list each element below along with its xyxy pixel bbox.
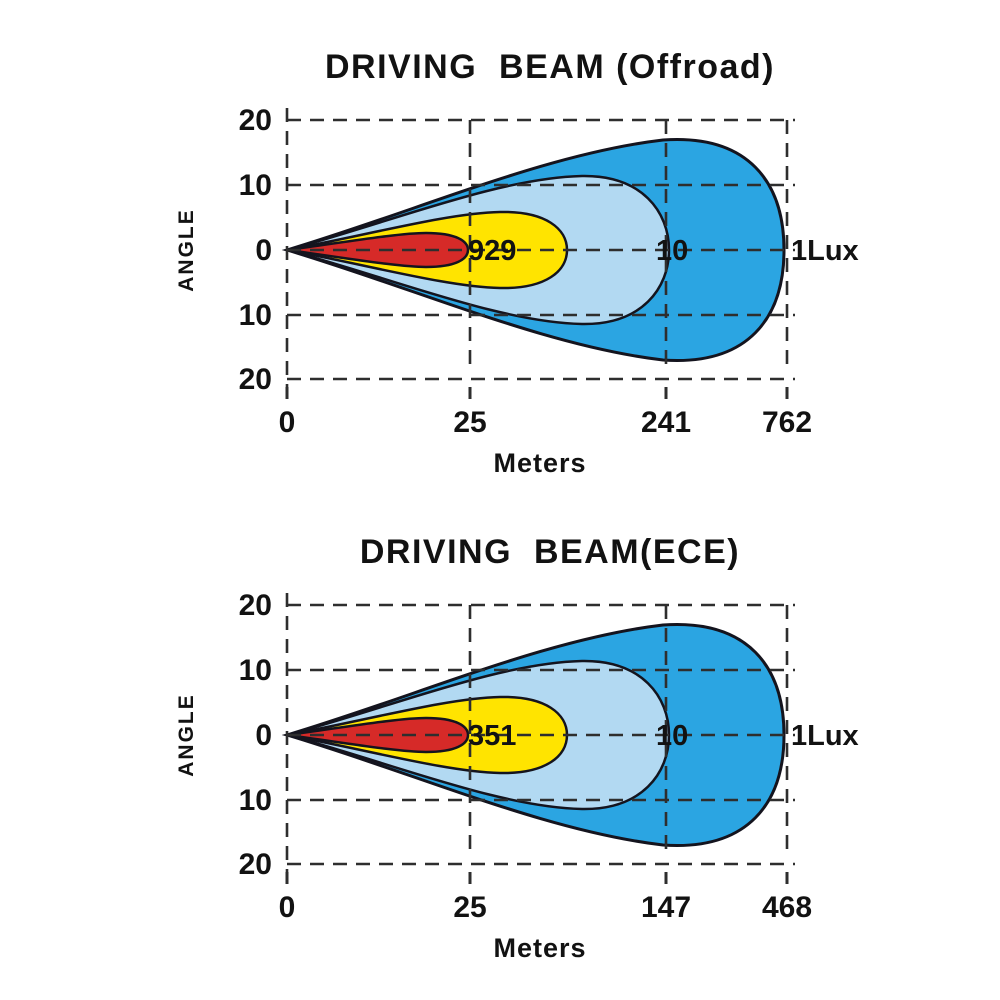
x-axis-label: Meters bbox=[493, 933, 586, 963]
grid bbox=[285, 593, 795, 884]
ytick-minus20: 20 bbox=[239, 363, 272, 396]
xtick-468: 468 bbox=[762, 891, 812, 924]
grid bbox=[285, 108, 795, 399]
x-axis-label: Meters bbox=[493, 448, 586, 478]
ytick-plus20: 20 bbox=[239, 104, 272, 137]
xtick-0: 0 bbox=[279, 891, 296, 924]
chart-offroad: DRIVING BEAM (Offroad) 929 10 bbox=[175, 48, 859, 478]
xtick-0: 0 bbox=[279, 406, 296, 439]
zone-label-yellow: 929 bbox=[468, 235, 516, 267]
chart-title: DRIVING BEAM (Offroad) bbox=[325, 48, 775, 86]
chart-ece: DRIVING BEAM(ECE) 351 10 1Lux bbox=[175, 533, 859, 963]
zone-label-yellow: 351 bbox=[468, 720, 516, 752]
zone-label-10lux: 10 bbox=[656, 720, 688, 752]
xtick-147: 147 bbox=[641, 891, 691, 924]
ytick-zero: 0 bbox=[255, 719, 272, 752]
y-axis-label: ANGLE bbox=[175, 208, 198, 292]
xtick-241: 241 bbox=[641, 406, 691, 439]
ytick-minus20: 20 bbox=[239, 848, 272, 881]
xtick-762: 762 bbox=[762, 406, 812, 439]
ytick-minus10: 10 bbox=[239, 299, 272, 332]
xtick-25: 25 bbox=[453, 406, 486, 439]
y-axis-label: ANGLE bbox=[175, 693, 198, 777]
chart-title: DRIVING BEAM(ECE) bbox=[360, 533, 740, 571]
beam-zone-hotspot bbox=[286, 231, 470, 269]
ytick-zero: 0 bbox=[255, 234, 272, 267]
zone-label-1lux: 1Lux bbox=[791, 720, 859, 752]
zone-label-10lux: 10 bbox=[656, 235, 688, 267]
ytick-plus10: 10 bbox=[239, 169, 272, 202]
ytick-minus10: 10 bbox=[239, 784, 272, 817]
zone-label-1lux: 1Lux bbox=[791, 235, 859, 267]
xtick-25: 25 bbox=[453, 891, 486, 924]
ytick-plus20: 20 bbox=[239, 589, 272, 622]
ytick-plus10: 10 bbox=[239, 654, 272, 687]
beam-zone-hotspot bbox=[286, 716, 470, 754]
